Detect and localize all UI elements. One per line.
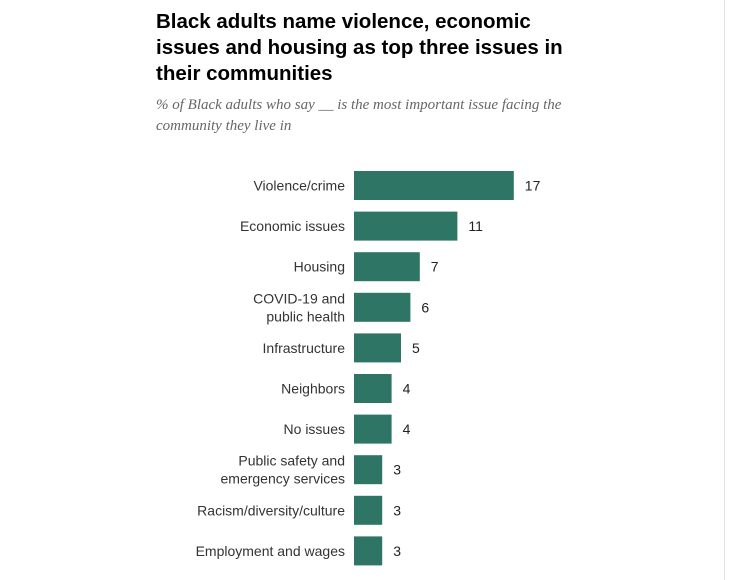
value-label: 3 [393,543,401,559]
bar [354,455,383,485]
value-label: 4 [403,421,411,437]
category-label: Violence/crime [253,178,345,194]
bar [354,292,411,322]
bar [354,211,458,241]
category-label: Housing [294,259,345,275]
chart-title: Black adults name violence, economic iss… [156,10,563,85]
bar [354,536,383,566]
value-label: 11 [468,218,483,234]
frame-border-line [724,0,725,580]
category-label: Neighbors [281,381,345,397]
category-label: Economic issues [240,218,345,234]
value-label: 17 [525,178,541,194]
bar [354,333,401,363]
category-label: No issues [284,421,345,437]
value-label: 4 [403,381,411,397]
bar [354,414,392,444]
bar [354,252,420,282]
value-label: 3 [393,462,401,478]
category-label: Employment and wages [196,543,345,559]
category-label: Racism/diversity/culture [197,502,345,518]
value-label: 3 [393,502,401,518]
value-label: 6 [421,299,429,315]
bar [354,171,514,200]
bar [354,374,392,403]
bar [354,495,383,525]
chart-subtitle: % of Black adults who say __ is the most… [156,97,562,134]
value-label: 5 [412,340,420,356]
category-label: Public safety and emergency services [221,453,346,487]
category-label: Infrastructure [263,340,346,356]
value-label: 7 [431,259,439,275]
category-label: COVID-19 and public health [253,290,345,324]
